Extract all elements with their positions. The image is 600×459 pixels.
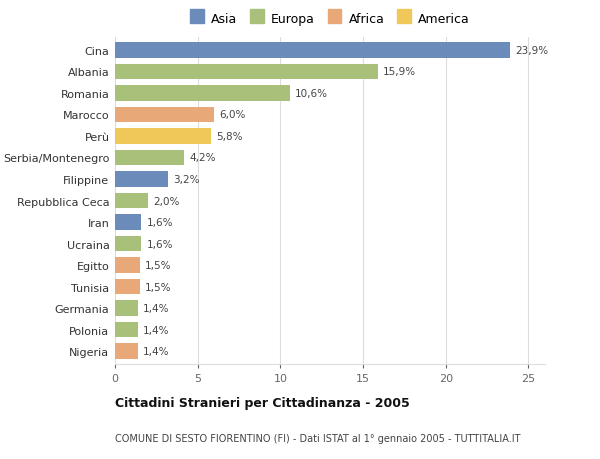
Bar	[115, 236, 142, 252]
Text: 1,5%: 1,5%	[145, 260, 171, 270]
Text: 3,2%: 3,2%	[173, 174, 199, 185]
Bar	[115, 279, 140, 295]
Bar	[115, 193, 148, 209]
Text: 23,9%: 23,9%	[515, 46, 548, 56]
Text: 2,0%: 2,0%	[153, 196, 179, 206]
Bar	[115, 151, 184, 166]
Text: 1,5%: 1,5%	[145, 282, 171, 292]
Text: 1,4%: 1,4%	[143, 325, 170, 335]
Text: 6,0%: 6,0%	[219, 110, 245, 120]
Text: 4,2%: 4,2%	[190, 153, 216, 163]
Bar	[115, 107, 214, 123]
Bar	[115, 301, 138, 316]
Bar	[115, 65, 378, 80]
Bar	[115, 344, 138, 359]
Bar	[115, 258, 140, 273]
Text: 15,9%: 15,9%	[383, 67, 416, 77]
Text: 5,8%: 5,8%	[216, 132, 242, 142]
Bar	[115, 43, 510, 59]
Text: 1,6%: 1,6%	[146, 239, 173, 249]
Bar	[115, 129, 211, 145]
Bar	[115, 215, 142, 230]
Legend: Asia, Europa, Africa, America: Asia, Europa, Africa, America	[187, 11, 473, 28]
Text: 1,6%: 1,6%	[146, 218, 173, 228]
Bar	[115, 172, 168, 187]
Bar	[115, 86, 290, 101]
Text: COMUNE DI SESTO FIORENTINO (FI) - Dati ISTAT al 1° gennaio 2005 - TUTTITALIA.IT: COMUNE DI SESTO FIORENTINO (FI) - Dati I…	[115, 433, 521, 442]
Text: 1,4%: 1,4%	[143, 347, 170, 356]
Text: Cittadini Stranieri per Cittadinanza - 2005: Cittadini Stranieri per Cittadinanza - 2…	[115, 396, 410, 409]
Text: 10,6%: 10,6%	[295, 89, 328, 99]
Text: 1,4%: 1,4%	[143, 303, 170, 313]
Bar	[115, 322, 138, 337]
